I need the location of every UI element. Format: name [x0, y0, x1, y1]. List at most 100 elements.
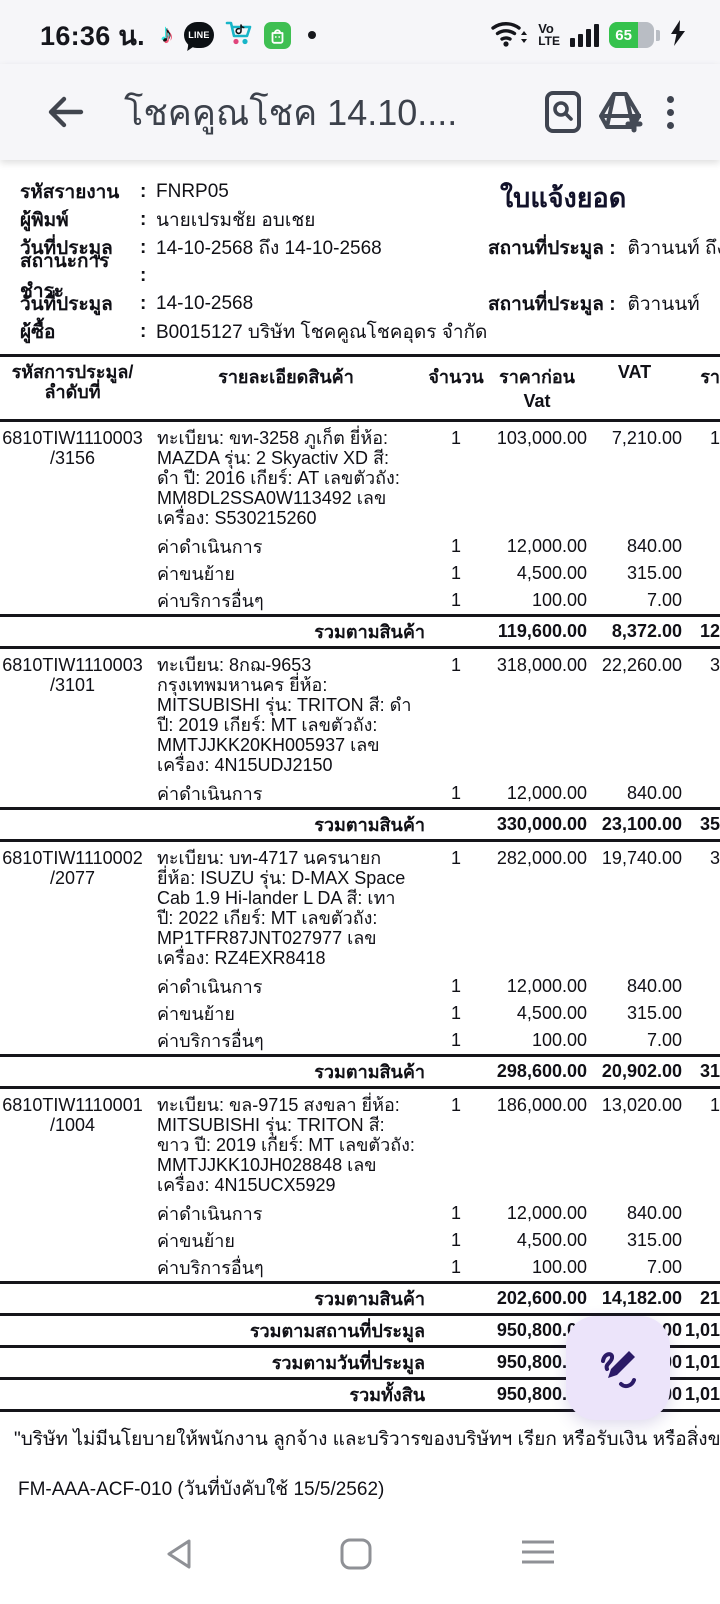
auction-code-cell: 6810TIW1110003 /3156 [2, 428, 143, 468]
stylus-note-icon [601, 1351, 636, 1389]
system-status-icons: Vo LTE 65 [490, 18, 686, 53]
field-row: ผู้ซื้อ : B0015127 บริษัท โชคคูณโชคอุดร … [20, 318, 720, 346]
form-code: FM-AAA-ACF-010 (วันที่บังคับใช้ 15/5/256… [18, 1479, 385, 1500]
table-row: 6810TIW1110001 /1004 ทะเบียน: ขล-9715 สง… [0, 1089, 720, 1200]
navigation-bar [0, 1508, 720, 1604]
auction-place-field: สถานที่ประมูล : ติวานนท์ [488, 294, 700, 315]
back-arrow-icon [48, 96, 84, 128]
subtotal-row: รวมตามสินค้า 119,600.00 8,372.00 12 [0, 614, 720, 649]
price-cell: 103,000.00 [496, 428, 587, 448]
item-description: ทะเบียน: ขท-3258 ภูเก็ต ยี่ห้อ: MAZDA รุ… [157, 428, 400, 528]
field-value: B0015127 บริษัท โชคคูณโชคอุดร จำกัด [156, 322, 488, 343]
price-cell: 282,000.00 [496, 848, 587, 868]
subtotal-row: รวมตามสินค้า 330,000.00 23,100.00 35 [0, 807, 720, 842]
total-cell-clipped: 1 [709, 428, 720, 448]
qty-cell: 1 [450, 848, 461, 868]
add-to-drive-icon [599, 92, 643, 133]
col-qty: จำนวน [428, 367, 484, 387]
table-header-row: รหัสการประมูล/ ลำดับที่ รายละเอียดสินค้า… [0, 357, 720, 422]
more-notifications-dot [307, 31, 316, 39]
col-price: ราคาก่อน Vat [499, 367, 575, 411]
overflow-menu-icon [666, 95, 674, 129]
table-row: 6810TIW1110003 /3156 ทะเบียน: ขท-3258 ภู… [0, 422, 720, 533]
auction-code-cell: 6810TIW1110001 /1004 [2, 1095, 143, 1135]
item-description: ทะเบียน: ขล-9715 สงขลา ยี่ห้อ: MITSUBISH… [157, 1095, 415, 1195]
nav-back-button[interactable] [162, 1536, 196, 1577]
nav-home-icon [340, 1538, 372, 1570]
battery-percent: 65 [615, 26, 632, 44]
field-row: สถานะการชำระ : [20, 251, 147, 302]
nav-recents-button[interactable] [518, 1536, 558, 1573]
fee-name: ค่าดำเนินการ [157, 977, 263, 997]
col-vat: VAT [617, 362, 652, 382]
qty-cell: 1 [450, 428, 461, 448]
subtotal-row: รวมตามสินค้า 298,600.00 20,902.00 31 [0, 1054, 720, 1089]
nav-home-button[interactable] [338, 1536, 374, 1577]
total-cell-clipped: 1 [709, 1095, 720, 1115]
field-row: วันที่ประมูล : 14-10-2568 [20, 293, 254, 315]
signal-bars [570, 23, 599, 47]
line-icon: LINE [183, 22, 214, 48]
vat-cell: 7,210.00 [611, 428, 682, 448]
fee-name: ค่าบริการอื่นๆ [157, 1031, 264, 1051]
annotate-fab[interactable] [566, 1316, 670, 1420]
qty-cell: 1 [450, 655, 461, 675]
auction-code-cell: 6810TIW1110003 /3101 [2, 655, 143, 695]
item-description: ทะเบียน: 8กฌ-9653 กรุงเทพมหานคร ยี่ห้อ: … [157, 655, 412, 775]
field-row: วันที่ประมูล : 14-10-2568 ถึง 14-10-2568 [20, 234, 720, 262]
fee-row: ค่าบริการอื่นๆ 1 100.00 7.00 [0, 1027, 720, 1054]
notification-icons: ♪ LINE [161, 20, 316, 51]
fee-row: ค่าดำเนินการ 1 12,000.00 840.00 [0, 780, 720, 807]
find-in-document-icon [545, 91, 581, 133]
subtotal-row: รวมตามสินค้า 202,600.00 14,182.00 21 [0, 1281, 720, 1316]
fee-name: ค่าขนย้าย [157, 564, 235, 584]
fee-name: ค่าดำเนินการ [157, 537, 263, 557]
price-cell: 186,000.00 [496, 1095, 587, 1115]
vat-cell: 13,020.00 [601, 1095, 682, 1115]
back-button[interactable] [36, 80, 94, 144]
fee-row: ค่าบริการอื่นๆ 1 100.00 7.00 [0, 587, 720, 614]
item-description: ทะเบียน: บท-4717 นครนายก ยี่ห้อ: ISUZU ร… [157, 848, 406, 968]
disclaimer-text: "บริษัท ไม่มีนโยบายให้พนักงาน ลูกจ้าง แล… [14, 1429, 720, 1450]
fee-row: ค่าดำเนินการ 1 12,000.00 840.00 [0, 1200, 720, 1227]
field-row: ผู้พิมพ์ : นายเปรมชัย อบเชย [20, 206, 720, 234]
fee-name: ค่าขนย้าย [157, 1004, 235, 1024]
field-row: รหัสรายงาน : FNRP05 [20, 181, 229, 203]
shop-cart-icon [225, 20, 253, 51]
auction-place-range-field: สถานที่ประมูล : ติวานนท์ ถึง ติวาน [488, 238, 720, 259]
vat-cell: 22,260.00 [601, 655, 682, 675]
nav-recents-icon [522, 1540, 554, 1564]
document-header: ใบแจ้งยอด รหัสรายงาน : FNRP05 ผู้พิมพ์ :… [0, 160, 720, 346]
wifi-icon [490, 18, 528, 53]
overflow-menu-button[interactable] [650, 80, 690, 144]
statement-table: รหัสการประมูล/ ลำดับที่ รายละเอียดสินค้า… [0, 354, 720, 1412]
field-value: 14-10-2568 [156, 293, 254, 314]
field-value: FNRP05 [156, 181, 229, 202]
total-cell-clipped: 3 [709, 848, 720, 868]
fee-name: ค่าดำเนินการ [157, 1204, 263, 1224]
auction-code-cell: 6810TIW1110002 /2077 [2, 848, 143, 888]
find-in-document-button[interactable] [534, 80, 592, 144]
fee-name: ค่าขนย้าย [157, 1231, 235, 1251]
fee-name: ค่าบริการอื่นๆ [157, 591, 264, 611]
field-value: 14-10-2568 ถึง 14-10-2568 [156, 238, 382, 259]
app-bar: โชคคูณโชค 14.10.... [0, 64, 720, 160]
col-description: รายละเอียดสินค้า [218, 367, 354, 387]
fee-row: ค่าดำเนินการ 1 12,000.00 840.00 [0, 973, 720, 1000]
vat-cell: 19,740.00 [601, 848, 682, 868]
document-title: โชคคูณโชค 14.10.... [124, 91, 458, 133]
fee-row: ค่าดำเนินการ 1 12,000.00 840.00 [0, 533, 720, 560]
tiktok-icon: ♪ [160, 21, 173, 48]
charging-bolt-icon [670, 19, 686, 51]
table-row: 6810TIW1110003 /3101 ทะเบียน: 8กฌ-9653 ก… [0, 649, 720, 780]
fee-row: ค่าขนย้าย 1 4,500.00 315.00 [0, 1000, 720, 1027]
add-to-drive-button[interactable] [592, 80, 650, 144]
report-title: ใบแจ้งยอด [500, 183, 627, 213]
field-value: นายเปรมชัย อบเชย [156, 210, 316, 231]
pdf-document: ใบแจ้งยอด รหัสรายงาน : FNRP05 ผู้พิมพ์ :… [0, 160, 720, 1504]
green-bag-icon [263, 21, 291, 49]
nav-back-icon [167, 1539, 191, 1569]
qty-cell: 1 [450, 1095, 461, 1115]
fee-name: ค่าบริการอื่นๆ [157, 1258, 264, 1278]
